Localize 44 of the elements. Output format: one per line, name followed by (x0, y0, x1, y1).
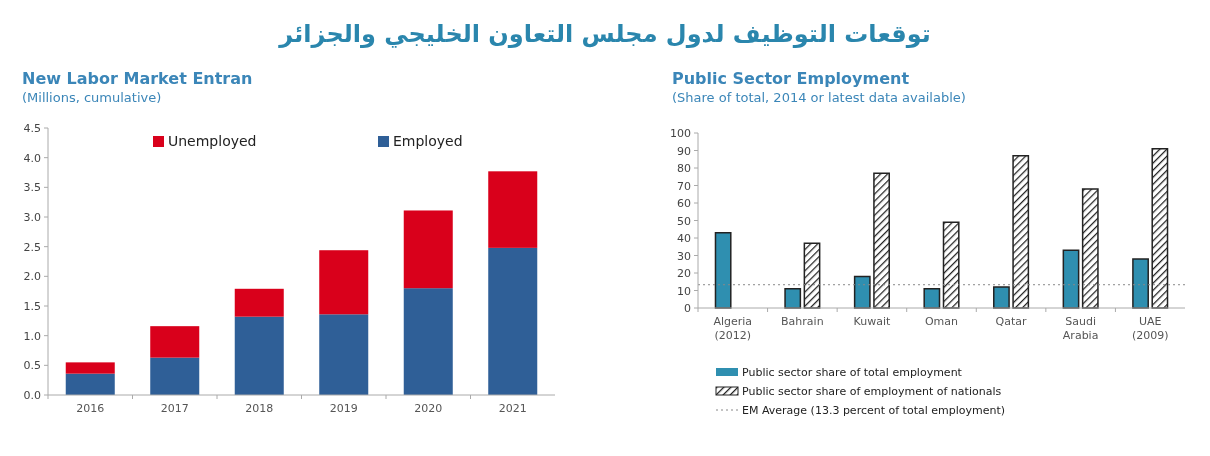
y-tick-label: 60 (677, 197, 691, 210)
y-tick-label: 0 (684, 302, 691, 315)
y-tick-label: 70 (677, 179, 691, 193)
y-tick-label: 2.0 (23, 270, 41, 284)
y-tick-label: 80 (677, 162, 691, 175)
x-tick-label: Kuwait (853, 315, 891, 328)
y-tick-label: 100 (670, 127, 691, 140)
y-tick-label: 90 (677, 144, 691, 158)
x-tick-label: 2018 (245, 402, 274, 415)
chart-title: Public Sector Employment (672, 69, 910, 88)
y-tick-label: 1.0 (23, 329, 41, 343)
text: توقعات التوظيف لدول مجلس التعاون الخليجي والجزائر (278, 20, 931, 48)
y-tick-label: 4.5 (23, 122, 41, 135)
x-tick-label: 2016 (76, 402, 105, 415)
y-tick-label: 10 (677, 284, 691, 298)
x-tick-label: Algeria (2012) (713, 315, 753, 342)
y-tick-label: 1.5 (23, 300, 41, 313)
x-tick-label: Qatar (995, 315, 1028, 328)
y-tick-label: 4.0 (23, 151, 41, 165)
x-tick-label: UAE (2009) (1131, 315, 1169, 342)
legend-label: Public sector share of total employment (742, 366, 963, 379)
x-tick-label: Oman (924, 315, 959, 328)
y-tick-label: 0.5 (23, 359, 41, 373)
x-tick-label: 2020 (414, 402, 443, 415)
x-tick-label: 2017 (160, 402, 189, 415)
legend-label: Unemployed (168, 133, 257, 149)
legend-label: Employed (393, 133, 463, 149)
legend-label: EM Average (13.3 percent of total employment) (742, 404, 1006, 417)
chart-subtitle: (Share of total, 2014 or latest data available) (672, 90, 966, 105)
y-tick-label: 0.0 (23, 389, 41, 402)
legend-label: Public sector share of employment of nationals (742, 385, 1002, 398)
y-tick-label: 3.5 (23, 181, 41, 195)
x-tick-label: 2021 (498, 402, 527, 415)
x-tick-label: Bahrain (781, 315, 824, 328)
y-tick-label: 30 (677, 249, 691, 263)
y-tick-label: 2.5 (23, 240, 41, 254)
y-tick-label: 20 (677, 267, 691, 280)
y-tick-label: 40 (677, 232, 691, 245)
y-tick-label: 3.0 (23, 211, 41, 224)
x-tick-label: 2019 (329, 402, 358, 415)
x-tick-label: Saudi Arabia (1062, 315, 1099, 342)
chart-subtitle: (Millions, cumulative) (22, 90, 162, 105)
y-tick-label: 50 (677, 214, 691, 228)
chart-title: New Labor Market Entran (22, 69, 253, 88)
